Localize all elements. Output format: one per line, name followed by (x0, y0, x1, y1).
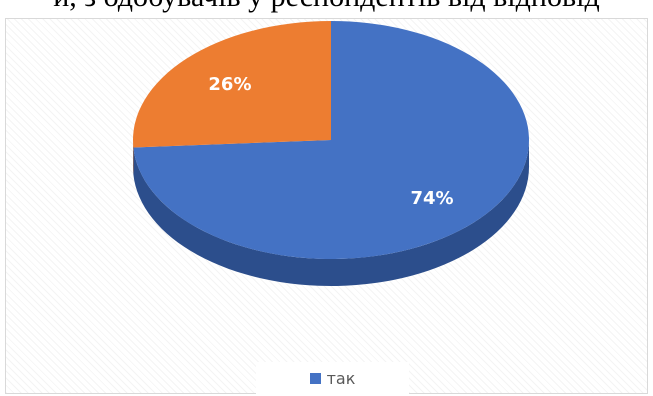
legend-swatch-tak (309, 372, 321, 384)
data-label-1: 26% (208, 74, 251, 95)
legend-label-tak: так (326, 368, 356, 388)
pie-side-0 (133, 140, 529, 286)
cropped-heading: и, з одобувачів у респондентів від відпо… (0, 0, 653, 14)
data-label-0: 74% (410, 188, 453, 209)
chart-area: 74% 26% так (5, 18, 648, 394)
pie-slice-0 (133, 21, 530, 259)
pie-chart: 74% 26% (133, 21, 530, 286)
legend: так (256, 362, 409, 394)
pie-slice-1 (133, 21, 331, 148)
